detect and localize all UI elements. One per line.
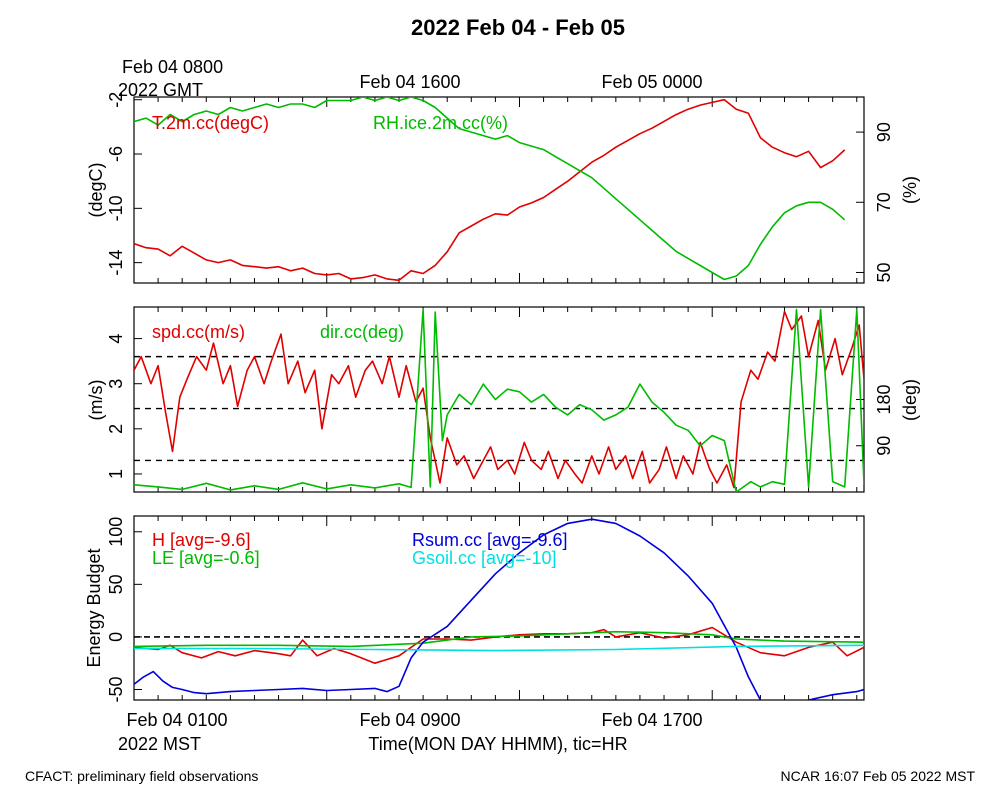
panel2-right-ylabel: (deg) [900,379,920,421]
panel2-left-ylabel: (m/s) [86,380,106,421]
series-line-h [134,626,864,664]
legend-temperature: T.2m.cc(degC) [152,113,269,133]
y-tick-label: 2 [106,424,126,434]
top-axis-year-label: 2022 GMT [118,80,203,100]
legend-h: H [avg=-9.6] [152,530,251,550]
temperature-rh-panel: -2 -6 -10 -14 90 70 50 [106,92,894,284]
top-axis-label-1600: Feb 04 1600 [359,72,460,92]
bottom-axis-label-0100: Feb 04 0100 [126,710,227,730]
bottom-axis-year-label: 2022 MST [118,734,201,754]
panel-frame [133,96,865,284]
y-tick-label: 1 [106,469,126,479]
y-right-tick-label: 50 [874,262,894,282]
series-line-t-2m-cc-degc- [134,98,846,282]
bottom-axis-label-1700: Feb 04 1700 [601,710,702,730]
legend-wind-direction: dir.cc(deg) [320,322,404,342]
y-tick-label: -50 [106,676,126,702]
series-line-dir-cc-deg- [134,308,864,492]
panel1-right-ylabel: (%) [900,176,920,204]
x-axis-title: Time(MON DAY HHMM), tic=HR [368,734,627,754]
series-line-rh-ice-2m-cc- [134,97,846,281]
y-tick-label: -10 [106,195,126,221]
y-tick-label: 100 [106,517,126,547]
panel-frame [133,515,865,701]
series-line-spd-cc-m-s- [134,310,864,489]
top-axis-first-label: Feb 04 0800 [122,57,223,77]
wind-panel: 1 2 3 4 90 180 [106,306,894,493]
y-right-tick-label: 90 [874,122,894,142]
legend-rsum: Rsum.cc [avg=-9.6] [412,530,568,550]
y-tick-label: -2 [106,92,126,108]
y-tick-label: 4 [106,334,126,344]
legend-gsoil: Gsoil.cc [avg=-10] [412,548,557,568]
y-tick-label: 0 [106,632,126,642]
chart-title: 2022 Feb 04 - Feb 05 [411,15,625,40]
legend-wind-speed: spd.cc(m/s) [152,322,245,342]
series-line-rsum-cc [134,518,864,700]
y-tick-label: 3 [106,379,126,389]
top-axis-label-0000: Feb 05 0000 [601,72,702,92]
y-right-tick-label: 90 [874,436,894,456]
y-tick-label: -14 [106,250,126,276]
footer-left: CFACT: preliminary field observations [25,768,258,784]
y-right-tick-label: 180 [874,384,894,414]
legend-rh: RH.ice.2m.cc(%) [373,113,508,133]
series-line-le [134,630,864,648]
y-tick-label: 50 [106,574,126,594]
panel1-left-ylabel: (degC) [86,162,106,217]
energy-budget-panel: -50 0 50 100 [106,515,865,702]
y-tick-label: -6 [106,146,126,162]
series-line-gsoil-cc [134,644,864,652]
footer-right: NCAR 16:07 Feb 05 2022 MST [780,768,975,784]
y-right-tick-label: 70 [874,192,894,212]
panel3-left-ylabel: Energy Budget [84,548,104,667]
legend-le: LE [avg=-0.6] [152,548,260,568]
bottom-axis-label-0900: Feb 04 0900 [359,710,460,730]
